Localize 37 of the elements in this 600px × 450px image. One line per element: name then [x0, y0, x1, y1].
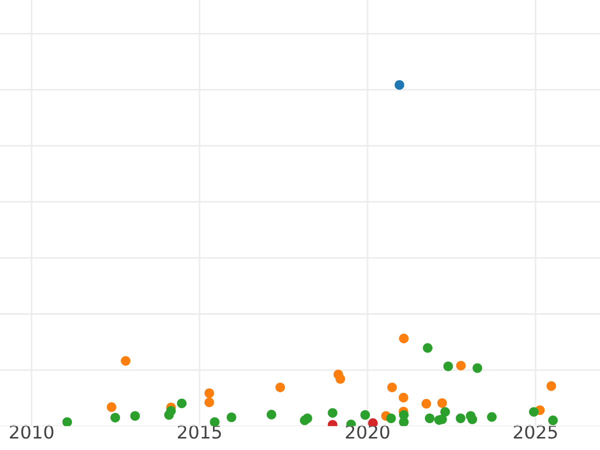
- point: [360, 410, 370, 420]
- point: [336, 374, 346, 384]
- x-tick-label: 2010: [10, 425, 54, 439]
- point: [106, 402, 116, 412]
- point: [437, 398, 447, 408]
- point: [386, 414, 396, 424]
- point: [398, 334, 409, 344]
- point: [546, 381, 556, 391]
- point: [387, 382, 397, 392]
- point: [456, 414, 466, 424]
- point: [487, 412, 497, 422]
- point: [456, 360, 466, 370]
- point: [394, 80, 404, 90]
- point: [422, 398, 432, 409]
- point: [440, 407, 450, 417]
- point: [176, 398, 187, 408]
- point: [424, 414, 434, 424]
- point: [226, 412, 236, 422]
- point: [204, 398, 214, 408]
- point: [443, 362, 453, 372]
- point: [62, 417, 72, 426]
- point: [548, 416, 558, 426]
- point: [266, 410, 276, 420]
- point: [166, 406, 176, 416]
- point: [422, 343, 432, 353]
- point: [130, 411, 140, 421]
- point: [110, 412, 120, 422]
- point: [302, 414, 312, 424]
- point: [529, 407, 539, 417]
- point: [275, 382, 285, 392]
- point: [472, 363, 482, 373]
- point: [204, 388, 214, 398]
- point: [120, 356, 130, 366]
- point: [468, 414, 478, 424]
- point: [398, 392, 408, 402]
- point: [398, 417, 409, 426]
- point: [328, 408, 338, 418]
